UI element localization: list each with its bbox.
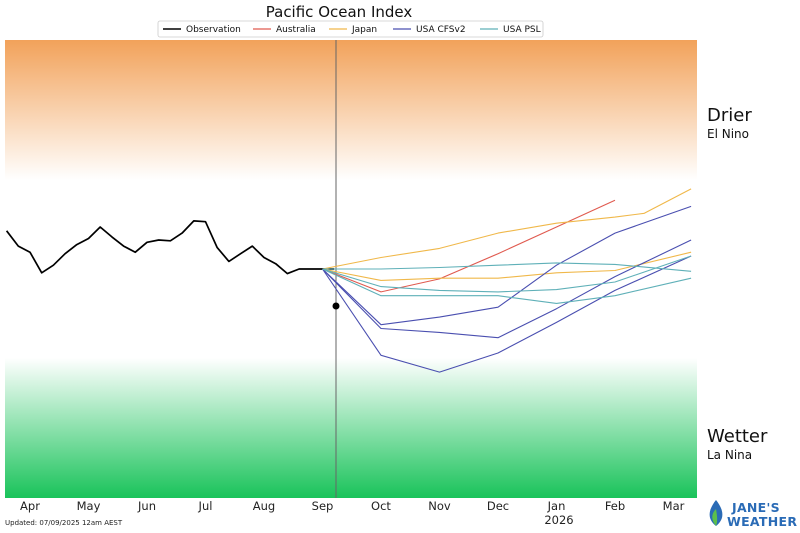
x-tick-jun: Jun (137, 499, 156, 513)
el-nino-label: El Nino (707, 127, 749, 141)
legend-label-australia: Australia (276, 25, 316, 35)
brand-name-bottom: WEATHER (727, 514, 797, 529)
x-tick-aug: Aug (253, 499, 275, 513)
series-line-observation-0 (5, 220, 335, 275)
legend-box (157, 20, 544, 38)
x-axis-ticks: Apr May Jun Jul Aug Sep Oct Nov Dec Jan Feb Mar (20, 499, 685, 513)
series-line-usa-psl-9 (322, 268, 692, 304)
x-tick-jul: Jul (198, 499, 213, 513)
brand-name-top: JANE'S (731, 500, 780, 515)
x-tick-dec: Dec (487, 499, 509, 513)
series-line-japan-2 (322, 188, 692, 270)
x-tick-jan: Jan (547, 499, 566, 513)
x-tick-sep: Sep (312, 499, 334, 513)
series-line-usa-psl-8 (322, 255, 692, 293)
legend-label-japan: Japan (351, 25, 377, 35)
plot-area (5, 40, 697, 498)
x-tick-mar: Mar (663, 499, 685, 513)
x-year-label: 2026 (544, 513, 573, 527)
chart-title: Pacific Ocean Index (266, 3, 413, 21)
series-line-usa-cfsv2-6 (322, 255, 692, 373)
x-tick-nov: Nov (428, 499, 451, 513)
legend: Observation Australia Japan USA CFSv2 US… (157, 20, 544, 38)
x-tick-apr: Apr (20, 499, 40, 513)
updated-timestamp: Updated: 07/09/2025 12am AEST (5, 519, 123, 527)
brand-logo: JANE'S WEATHER (709, 500, 797, 529)
wetter-label: Wetter (707, 426, 768, 447)
leaf-drop-icon (709, 500, 723, 526)
legend-label-usa-cfsv2: USA CFSv2 (416, 25, 466, 35)
legend-label-observation: Observation (186, 25, 241, 35)
series-layer (5, 188, 692, 373)
series-line-japan-3 (322, 251, 692, 281)
wetter-zone (5, 358, 697, 498)
la-nina-label: La Nina (707, 448, 752, 462)
current-value-marker (332, 302, 340, 310)
drier-zone (5, 40, 697, 180)
x-tick-feb: Feb (605, 499, 625, 513)
series-line-usa-psl-7 (322, 262, 692, 272)
x-tick-may: May (77, 499, 101, 513)
series-line-usa-cfsv2-5 (322, 239, 692, 339)
drier-label: Drier (707, 105, 752, 126)
x-tick-oct: Oct (371, 499, 391, 513)
legend-label-usa-psl: USA PSL (503, 25, 541, 35)
series-line-usa-cfsv2-4 (322, 205, 692, 326)
